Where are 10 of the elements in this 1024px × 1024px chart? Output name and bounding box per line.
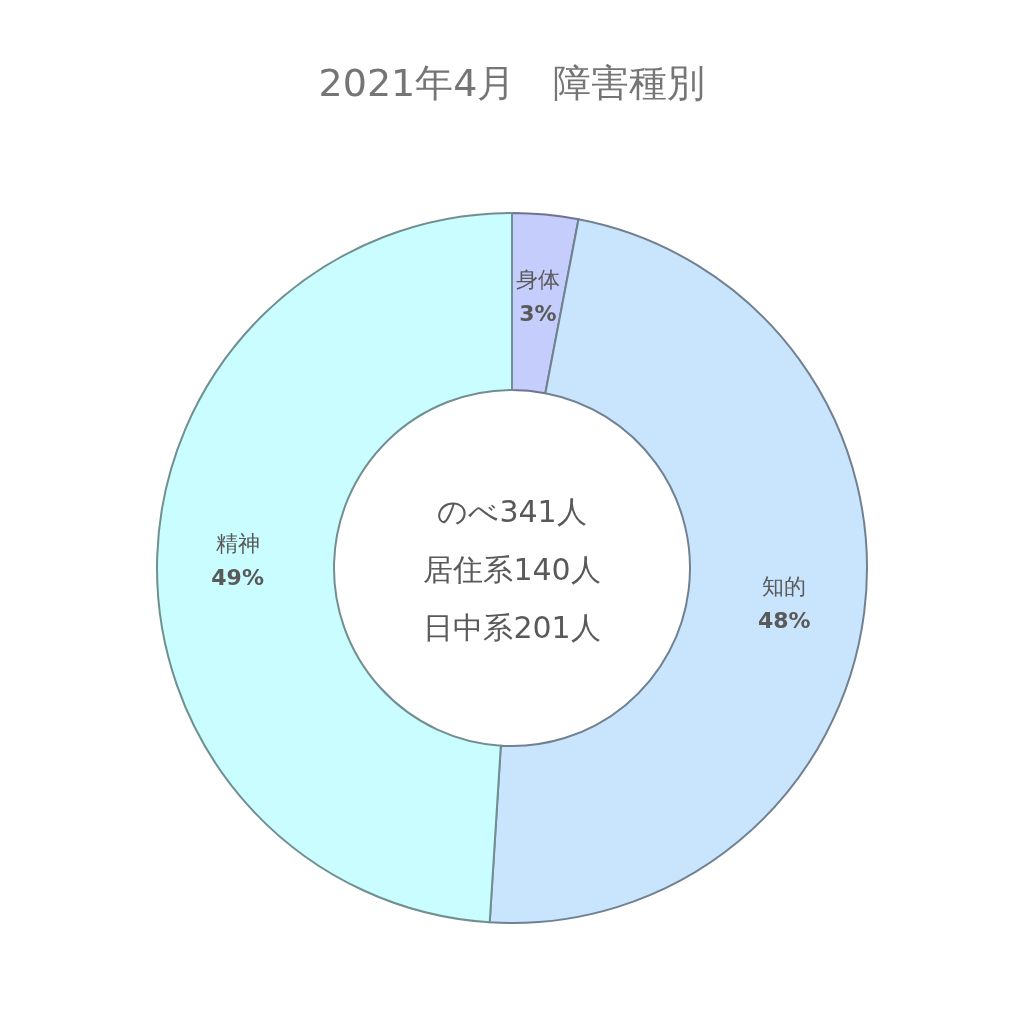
data-label: 49% xyxy=(211,565,264,591)
data-label: 3% xyxy=(519,300,557,326)
slice-label: 身体 xyxy=(515,266,560,292)
text: のべ341人 xyxy=(437,494,587,529)
chart-title: 2021年4月 障害種別 xyxy=(318,61,706,105)
text: 居住系140人 xyxy=(423,552,601,587)
data-label: 48% xyxy=(758,608,811,634)
text: 日中系201人 xyxy=(423,610,601,645)
slice-label: 知的 xyxy=(762,574,807,600)
slice-label: 精神 xyxy=(215,531,260,557)
